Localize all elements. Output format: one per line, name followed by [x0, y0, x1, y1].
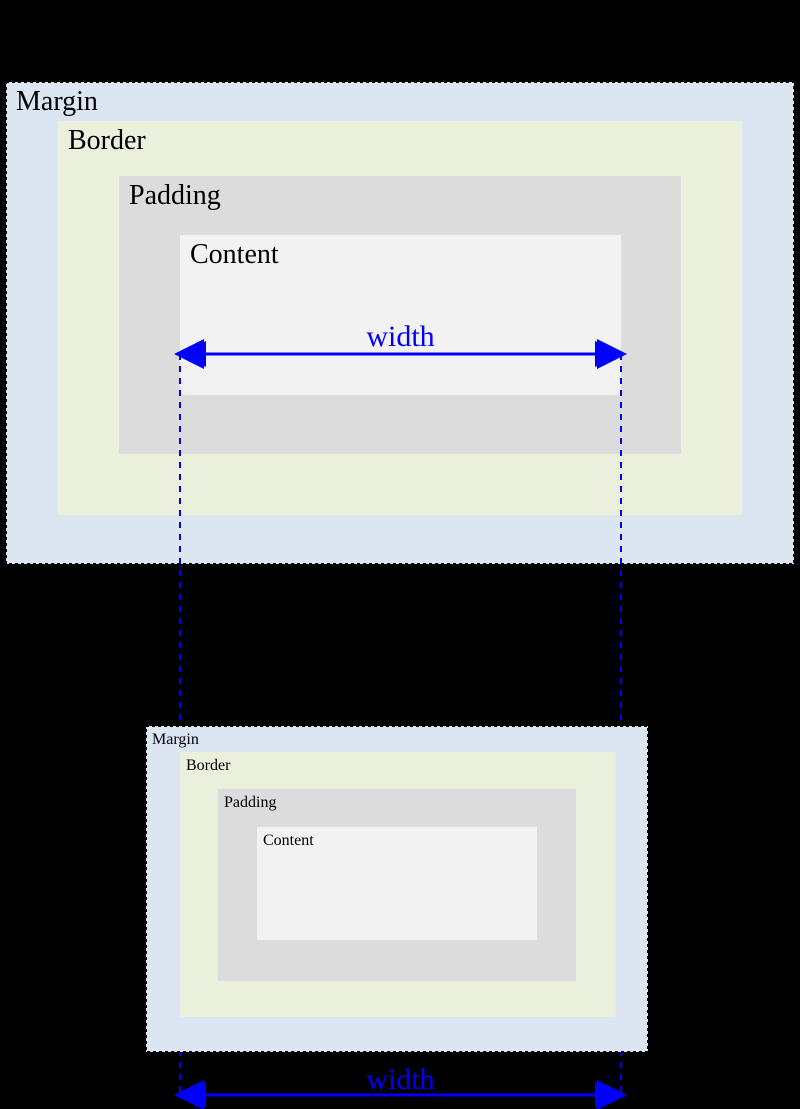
- width-label-top: width: [366, 320, 434, 353]
- arrowhead-bottom-right: [595, 1082, 621, 1108]
- border-label: Border: [68, 125, 146, 156]
- border-label: Border: [186, 757, 231, 774]
- top-box-model: Margin Border Padding Content width: [6, 82, 794, 564]
- padding-label: Padding: [129, 180, 221, 211]
- width-label-bottom: width: [366, 1063, 434, 1096]
- arrowhead-bottom-left: [180, 1082, 206, 1108]
- box-model-diagram: Margin Border Padding Content width Marg…: [0, 0, 800, 1109]
- content-label: Content: [190, 239, 279, 270]
- bottom-box-model: Margin Border Padding Content width: [146, 726, 648, 1108]
- margin-label: Margin: [16, 86, 98, 117]
- padding-label: Padding: [224, 794, 276, 811]
- content-label: Content: [263, 832, 314, 849]
- margin-label: Margin: [152, 731, 199, 748]
